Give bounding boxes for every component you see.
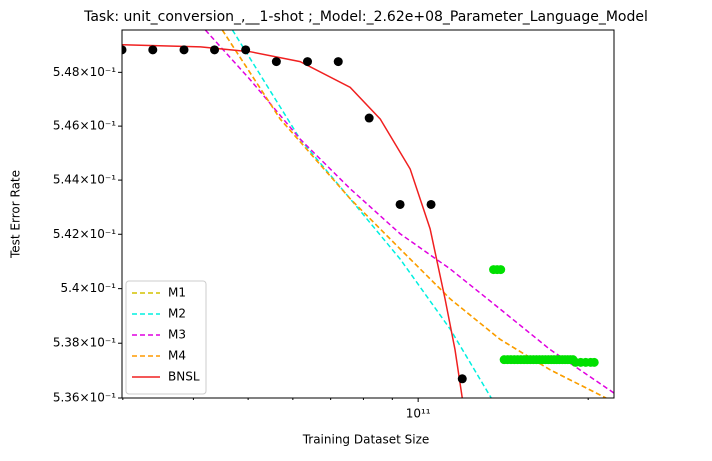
data-point bbox=[303, 57, 313, 67]
legend-box bbox=[125, 280, 207, 395]
series-line bbox=[231, 30, 492, 398]
data-point bbox=[457, 374, 467, 384]
data-point bbox=[271, 57, 281, 67]
y-tick-label: 5.42×10⁻¹ bbox=[53, 227, 116, 241]
x-tick-label: 10¹¹ bbox=[406, 407, 431, 421]
y-tick-label: 5.38×10⁻¹ bbox=[53, 336, 116, 350]
data-point bbox=[210, 45, 220, 55]
data-point bbox=[148, 45, 158, 55]
data-point bbox=[179, 45, 189, 55]
y-tick-label: 5.36×10⁻¹ bbox=[53, 391, 116, 405]
y-tick-label: 5.44×10⁻¹ bbox=[53, 173, 116, 187]
legend-label: M1 bbox=[168, 286, 186, 300]
data-point bbox=[395, 199, 405, 209]
y-tick-label: 5.4×10⁻¹ bbox=[60, 281, 116, 295]
y-tick-label: 5.46×10⁻¹ bbox=[53, 119, 116, 133]
data-point bbox=[122, 45, 127, 55]
data-point bbox=[426, 199, 436, 209]
plot-frame bbox=[121, 29, 615, 399]
legend-label: BNSL bbox=[168, 370, 200, 384]
y-tick-label: 5.48×10⁻¹ bbox=[53, 65, 116, 79]
y-axis-label: Test Error Rate bbox=[9, 170, 23, 259]
legend-label: M3 bbox=[168, 328, 186, 342]
legend-label: M4 bbox=[168, 349, 186, 363]
series-line bbox=[221, 30, 607, 398]
legend-label: M2 bbox=[168, 307, 186, 321]
chart-title: Task: unit_conversion_,__1-shot ;_Model:… bbox=[83, 9, 648, 25]
data-point bbox=[589, 357, 599, 367]
data-point bbox=[496, 265, 506, 275]
data-point bbox=[364, 113, 374, 123]
series-line bbox=[221, 30, 607, 398]
x-axis-label: Training Dataset Size bbox=[302, 433, 430, 447]
data-point bbox=[241, 45, 251, 55]
plot-area bbox=[122, 30, 614, 398]
data-point bbox=[333, 57, 343, 67]
series-line bbox=[122, 43, 464, 398]
